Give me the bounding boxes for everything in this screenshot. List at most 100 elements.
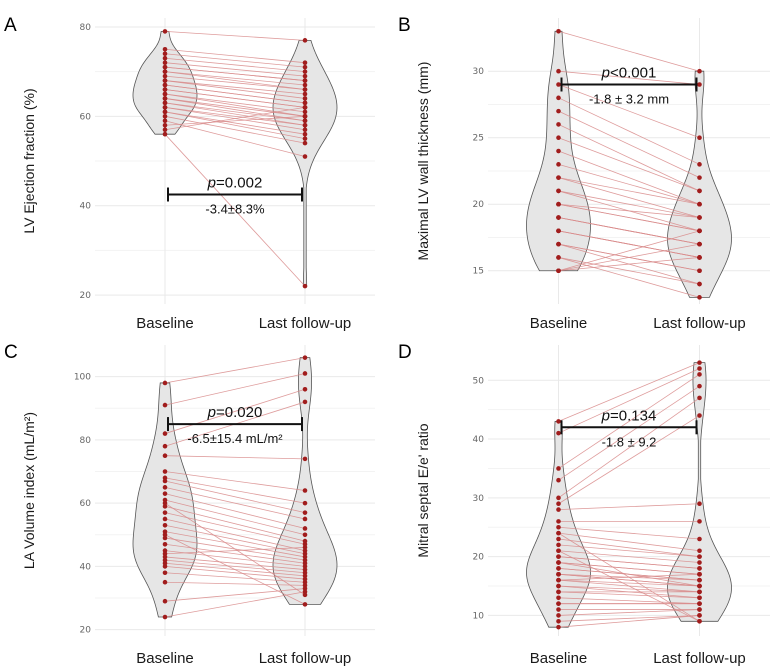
point-baseline (162, 109, 168, 115)
point-baseline (162, 87, 168, 92)
paired-line (164, 531, 306, 558)
point-baseline (556, 122, 561, 127)
point-baseline (556, 495, 561, 501)
point-followup (302, 554, 308, 560)
point-followup (697, 135, 702, 141)
point-baseline (162, 551, 168, 557)
point-baseline (556, 601, 561, 606)
paired-line (558, 544, 700, 558)
panel-d: D 10 20 30 40 50 Mitral septal E/e' ratio Basel… (398, 342, 770, 667)
point-followup (697, 560, 702, 565)
point-baseline (162, 535, 168, 541)
point-baseline (162, 127, 168, 133)
point-baseline (556, 595, 561, 601)
point-baseline (556, 542, 561, 548)
point-followup (302, 545, 308, 550)
paired-line (164, 588, 306, 602)
point-followup (302, 602, 308, 607)
paired-line (164, 566, 306, 580)
y-tick-label: 30 (473, 494, 485, 504)
point-baseline (162, 614, 168, 620)
point-baseline (556, 241, 561, 247)
point-baseline (162, 510, 168, 515)
point-followup (697, 601, 702, 606)
paired-line (558, 30, 700, 72)
point-baseline (162, 60, 168, 65)
paired-line (558, 110, 700, 178)
point-followup (302, 560, 308, 566)
point-baseline (162, 554, 168, 560)
paired-line (558, 70, 700, 85)
x-category-label: Last follow-up (653, 315, 746, 332)
paired-line (164, 373, 306, 406)
paired-line (558, 368, 700, 434)
paired-line (558, 591, 700, 599)
point-followup (302, 127, 308, 133)
point-followup (302, 355, 308, 360)
point-baseline (162, 557, 168, 563)
paired-line (164, 486, 306, 520)
point-followup (302, 576, 308, 582)
delta-label: -3.4±8.3% (205, 202, 265, 217)
p-value-label: p=0.020 (207, 404, 263, 421)
point-baseline (556, 507, 561, 512)
point-baseline (162, 69, 168, 74)
paired-line (558, 526, 700, 540)
point-baseline (162, 516, 168, 522)
point-followup (302, 136, 308, 141)
paired-line (558, 203, 700, 232)
delta-label: -6.5±15.4 mL/m² (187, 431, 283, 446)
point-baseline (556, 419, 561, 424)
point-followup (302, 114, 308, 119)
point-baseline (556, 95, 561, 101)
point-followup (697, 607, 702, 612)
y-axis-label: LA Volume index (mL/m²) (21, 412, 37, 569)
paired-line (558, 362, 700, 422)
point-baseline (162, 548, 168, 553)
point-followup (302, 456, 308, 462)
point-baseline (162, 131, 168, 137)
y-tick-label: 20 (473, 553, 485, 563)
paired-line (558, 415, 700, 505)
paired-line (164, 111, 306, 140)
paired-line (558, 97, 700, 165)
x-category-label: Baseline (136, 315, 194, 332)
point-followup (302, 567, 308, 572)
paired-line (164, 572, 306, 583)
paired-line (164, 524, 306, 555)
point-baseline (556, 501, 561, 507)
point-followup (302, 548, 308, 553)
point-baseline (556, 255, 561, 260)
panel-a: A 20 40 60 80 LV Ejection fraction (%) Baselin… (4, 15, 375, 332)
point-baseline (556, 68, 561, 74)
point-baseline (162, 485, 168, 490)
point-followup (697, 281, 702, 287)
paired-line (558, 532, 700, 552)
point-baseline (162, 541, 168, 547)
x-category-label: Baseline (136, 650, 194, 667)
point-baseline (556, 82, 561, 87)
paired-line (558, 550, 700, 563)
y-axis-label: Mitral septal E/e' ratio (415, 423, 431, 557)
point-followup (697, 175, 702, 180)
point-baseline (556, 268, 561, 274)
point-followup (697, 536, 702, 542)
point-baseline (556, 135, 561, 141)
point-baseline (162, 598, 168, 604)
point-followup (302, 564, 308, 569)
point-followup (697, 268, 702, 274)
paired-line (558, 597, 700, 605)
point-baseline (162, 402, 168, 408)
point-followup (302, 570, 308, 576)
point-baseline (162, 475, 168, 481)
paired-line (558, 550, 700, 622)
point-followup (302, 73, 308, 79)
point-followup (697, 360, 702, 365)
point-baseline (162, 380, 168, 386)
y-tick-label: 50 (473, 376, 485, 386)
paired-line (164, 120, 306, 157)
point-followup (697, 571, 702, 577)
paired-line (164, 62, 306, 77)
point-baseline (162, 73, 168, 79)
point-followup (697, 295, 702, 300)
